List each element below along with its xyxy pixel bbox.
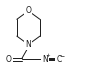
Text: O: O <box>6 55 12 64</box>
Text: N: N <box>42 55 48 64</box>
Text: C: C <box>56 55 62 64</box>
Text: O: O <box>25 6 31 15</box>
Text: N: N <box>26 40 31 49</box>
Text: −: − <box>59 53 64 58</box>
Text: +: + <box>46 53 50 58</box>
